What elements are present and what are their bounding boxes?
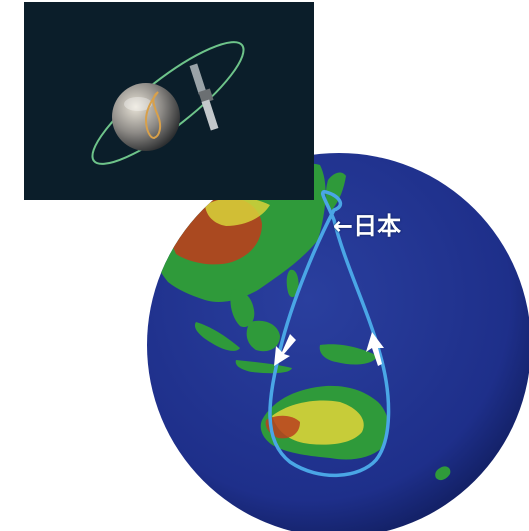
label-japan: ←日本 bbox=[333, 212, 402, 240]
landmass-sumatra bbox=[194, 322, 240, 351]
landmass-borneo bbox=[246, 320, 280, 352]
landmass-philippines bbox=[286, 269, 299, 298]
arrow-icon bbox=[274, 334, 296, 366]
landmass-indochina bbox=[230, 289, 255, 328]
inset-ground-track bbox=[144, 91, 162, 140]
landmass-java bbox=[235, 360, 292, 374]
inset-orbit-diagram bbox=[24, 2, 314, 200]
landmass-asia-plateau bbox=[205, 197, 270, 226]
landmass-new-zealand bbox=[435, 466, 451, 481]
orbit-ground-track bbox=[268, 190, 391, 478]
arrow-icon bbox=[366, 332, 384, 366]
globe bbox=[147, 153, 529, 531]
landmass-new-guinea bbox=[319, 344, 378, 365]
landmass-australia-red bbox=[265, 415, 300, 439]
satellite-icon bbox=[189, 63, 219, 131]
inset-earth-highlight bbox=[124, 97, 152, 111]
landmass-japan bbox=[325, 172, 346, 210]
